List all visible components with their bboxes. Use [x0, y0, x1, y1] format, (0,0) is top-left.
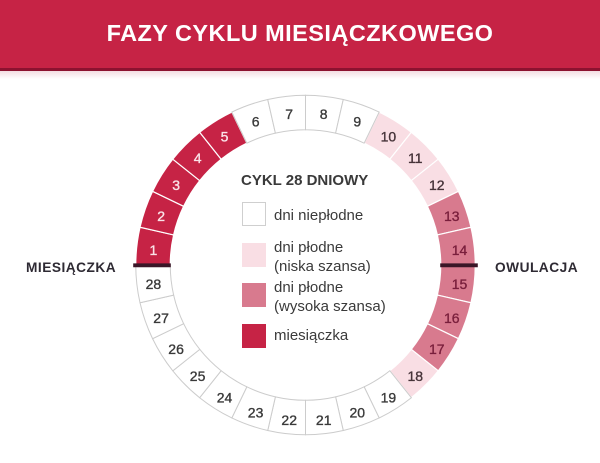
svg-text:27: 27 — [153, 310, 169, 326]
svg-text:25: 25 — [190, 368, 206, 384]
svg-text:9: 9 — [353, 114, 361, 130]
svg-text:2: 2 — [157, 208, 165, 224]
svg-text:26: 26 — [168, 341, 184, 357]
svg-text:11: 11 — [408, 150, 423, 166]
svg-text:20: 20 — [350, 404, 366, 420]
svg-text:18: 18 — [408, 368, 424, 384]
svg-text:13: 13 — [444, 208, 460, 224]
svg-text:23: 23 — [248, 404, 264, 420]
svg-text:8: 8 — [320, 106, 328, 122]
svg-text:24: 24 — [217, 389, 233, 405]
svg-text:3: 3 — [172, 177, 180, 193]
svg-text:12: 12 — [429, 177, 445, 193]
svg-text:6: 6 — [252, 114, 260, 130]
svg-text:1: 1 — [150, 242, 158, 258]
svg-text:4: 4 — [194, 150, 202, 166]
svg-text:7: 7 — [285, 106, 293, 122]
svg-text:17: 17 — [429, 341, 445, 357]
svg-text:16: 16 — [444, 310, 460, 326]
svg-text:28: 28 — [146, 276, 162, 292]
svg-text:22: 22 — [281, 412, 297, 428]
svg-text:14: 14 — [452, 242, 468, 258]
svg-text:15: 15 — [452, 276, 468, 292]
svg-text:21: 21 — [316, 412, 332, 428]
svg-text:19: 19 — [381, 389, 397, 405]
svg-text:5: 5 — [221, 129, 229, 145]
svg-text:10: 10 — [381, 129, 397, 145]
